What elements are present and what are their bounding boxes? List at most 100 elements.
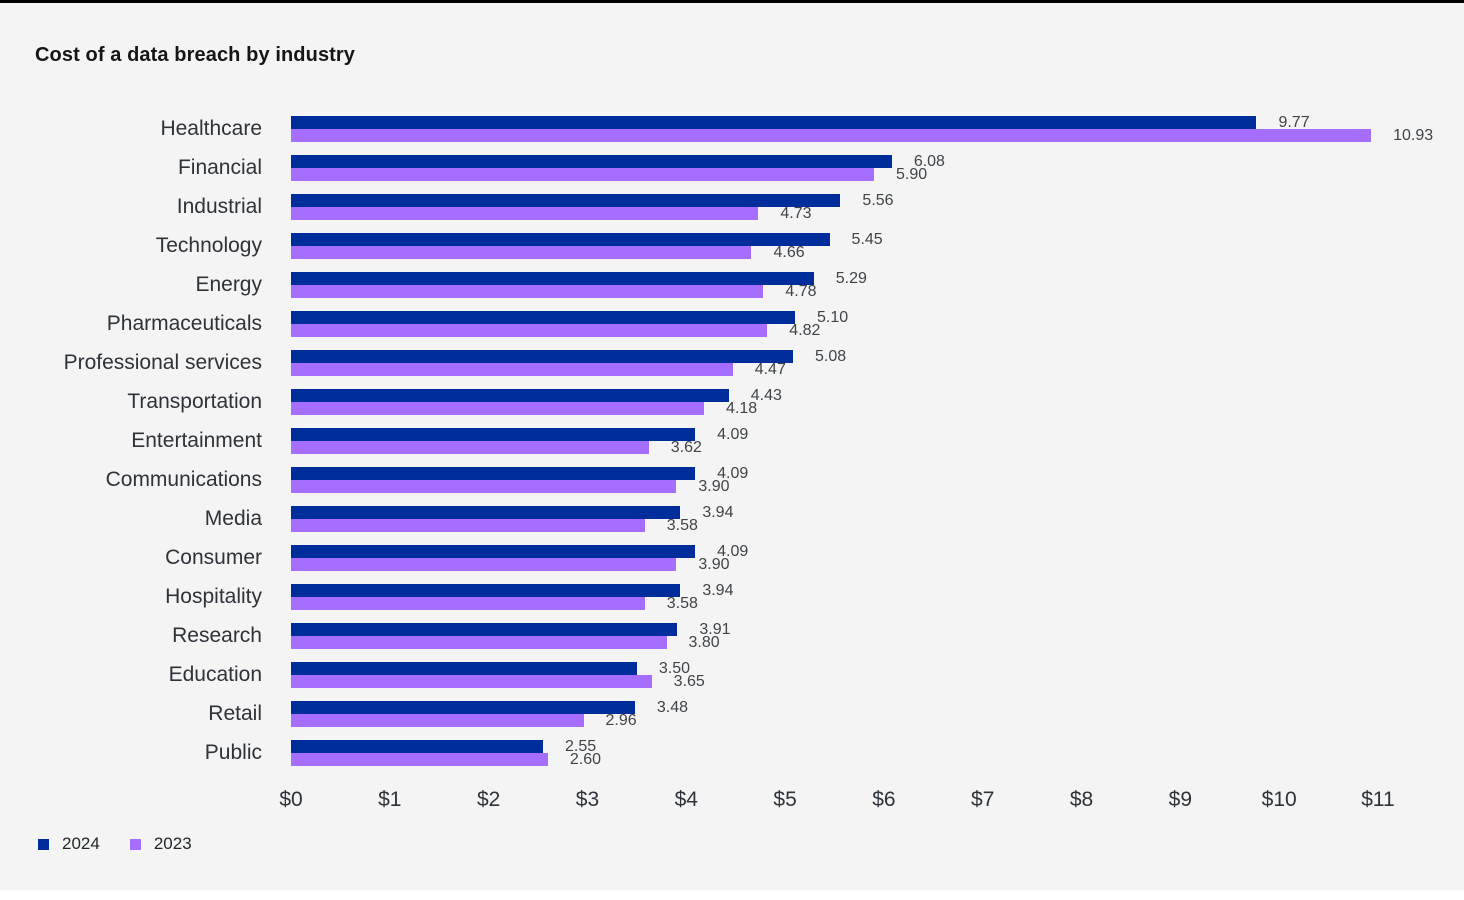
bar-2023-pharmaceuticals[interactable]: [291, 324, 768, 337]
chart-row-retail: Retail 3.48 2.96: [0, 698, 1464, 729]
value-label-2024-retail: 3.48: [656, 698, 689, 716]
bar-2023-media[interactable]: [291, 519, 645, 532]
x-tick-11: $11: [1361, 788, 1395, 811]
bar-2023-retail[interactable]: [291, 714, 584, 727]
bar-group: 3.50 3.65: [291, 659, 1378, 690]
bar-line-2023: 4.18: [291, 400, 1378, 417]
legend-label: 2024: [62, 834, 100, 853]
bar-2024-technology[interactable]: [291, 233, 830, 246]
bar-line-2023: 4.78: [291, 282, 1378, 300]
bar-2023-consumer[interactable]: [291, 558, 677, 571]
category-label-media: Media: [204, 507, 262, 530]
bar-2024-education[interactable]: [291, 662, 637, 675]
bar-2024-communications[interactable]: [291, 467, 696, 480]
chart-row-financial: Financial 6.08 5.90: [0, 152, 1464, 183]
x-tick-6: $6: [872, 788, 896, 811]
bar-2023-entertainment[interactable]: [291, 441, 649, 454]
bar-2023-financial[interactable]: [291, 168, 875, 181]
value-label-2023-industrial: 4.73: [780, 204, 812, 222]
chart-rows: Healthcare 9.77 10.93 Financial 6.08 5.90 Indu…: [0, 113, 1464, 768]
bar-line-2023: 3.58: [291, 595, 1378, 612]
value-label-2024-pharmaceuticals: 5.10: [816, 308, 849, 326]
category-cell: Pharmaceuticals: [0, 311, 291, 337]
legend-item-2023[interactable]: 2023: [129, 834, 192, 854]
bar-group: 5.45 4.66: [291, 230, 1378, 261]
chart-row-media: Media 3.94 3.58: [0, 503, 1464, 534]
bar-line-2023: 3.90: [291, 556, 1378, 573]
bar-line-2024: 3.50: [291, 659, 1378, 677]
value-label-2024-financial: 6.08: [913, 152, 945, 170]
category-cell: Professional services: [0, 350, 291, 376]
x-axis: $0 $1 $2 $3 $4 $5 $6 $7 $8 $9 $10 $11: [279, 788, 1394, 814]
bar-2023-education[interactable]: [291, 675, 652, 688]
bar-group: 2.55 2.60: [291, 738, 1378, 768]
x-tick-0: $0: [279, 788, 303, 811]
bar-line-2023: 10.93: [291, 127, 1433, 144]
bar-2024-entertainment[interactable]: [291, 428, 696, 441]
bar-line-2023: 2.60: [291, 751, 1378, 768]
bar-line-2023: 2.96: [291, 712, 1378, 729]
category-label-financial: Financial: [177, 156, 262, 179]
value-label-2023-research: 3.80: [688, 633, 720, 651]
value-label-2023-education: 3.65: [673, 672, 705, 690]
chart-row-healthcare: Healthcare 9.77 10.93: [0, 113, 1464, 144]
bar-2024-industrial[interactable]: [291, 194, 841, 207]
bar-2024-research[interactable]: [291, 623, 678, 636]
bar-2024-energy[interactable]: [291, 272, 814, 285]
x-tick-10: $10: [1261, 788, 1297, 811]
value-label-2024-technology: 5.45: [851, 230, 883, 248]
value-label-2024-education: 3.50: [658, 659, 690, 677]
category-cell: Energy: [0, 272, 291, 298]
value-label-2023-media: 3.58: [666, 516, 698, 534]
bar-line-2024: 3.94: [291, 582, 1378, 599]
bar-2024-healthcare[interactable]: [291, 116, 1257, 129]
bar-2023-energy[interactable]: [291, 285, 764, 298]
chart-row-transportation: Transportation 4.43 4.18: [0, 387, 1464, 417]
category-cell: Education: [0, 662, 291, 688]
chart-row-consumer: Consumer 4.09 3.90: [0, 542, 1464, 573]
category-label-public: Public: [204, 741, 262, 764]
bar-2023-industrial[interactable]: [291, 207, 759, 220]
bar-group: 5.56 4.73: [291, 192, 1378, 222]
value-label-2024-professional-services: 5.08: [814, 347, 847, 365]
bar-2024-transportation[interactable]: [291, 389, 729, 402]
bar-2024-professional-services[interactable]: [291, 350, 793, 363]
bar-2024-pharmaceuticals[interactable]: [291, 311, 795, 324]
value-label-2023-technology: 4.66: [773, 243, 805, 261]
legend-item-2024[interactable]: 2024: [38, 834, 100, 854]
bar-2023-technology[interactable]: [291, 246, 752, 259]
bar-group: 4.09 3.90: [291, 542, 1378, 573]
bar-2023-professional-services[interactable]: [291, 363, 733, 376]
category-cell: Communications: [0, 467, 291, 493]
bar-2024-media[interactable]: [291, 506, 681, 519]
bar-line-2024: 5.45: [291, 230, 1378, 248]
value-label-2023-energy: 4.78: [785, 282, 817, 300]
chart-row-professional-services: Professional services 5.08 4.47: [0, 347, 1464, 378]
bar-2023-hospitality[interactable]: [291, 597, 645, 610]
bar-2023-research[interactable]: [291, 636, 667, 649]
chart-row-education: Education 3.50 3.65: [0, 659, 1464, 690]
bar-2023-transportation[interactable]: [291, 402, 705, 415]
bar-2023-communications[interactable]: [291, 480, 677, 493]
value-label-2023-communications: 3.90: [698, 477, 730, 495]
bar-2023-healthcare[interactable]: [291, 129, 1372, 142]
chart-row-energy: Energy 5.29 4.78: [0, 270, 1464, 300]
bar-2024-consumer[interactable]: [291, 545, 696, 558]
category-cell: Retail: [0, 701, 291, 727]
bar-2024-financial[interactable]: [291, 155, 892, 168]
bar-2024-public[interactable]: [291, 740, 543, 753]
bar-2024-hospitality[interactable]: [291, 584, 681, 597]
bar-group: 3.48 2.96: [291, 698, 1378, 729]
bar-group: 5.08 4.47: [291, 347, 1378, 378]
value-label-2024-media: 3.94: [702, 503, 734, 521]
value-label-2023-pharmaceuticals: 4.82: [789, 321, 821, 339]
bar-2023-public[interactable]: [291, 753, 548, 766]
value-label-2024-healthcare: 9.77: [1278, 113, 1310, 131]
bar-2024-retail[interactable]: [291, 701, 635, 714]
value-label-2024-research: 3.91: [699, 620, 731, 638]
bar-line-2023: 3.58: [291, 516, 1378, 534]
bar-line-2023: 4.82: [291, 321, 1378, 339]
value-label-2024-consumer: 4.09: [717, 542, 749, 560]
bar-line-2023: 5.90: [291, 166, 1378, 183]
bar-line-2023: 4.66: [291, 243, 1378, 261]
